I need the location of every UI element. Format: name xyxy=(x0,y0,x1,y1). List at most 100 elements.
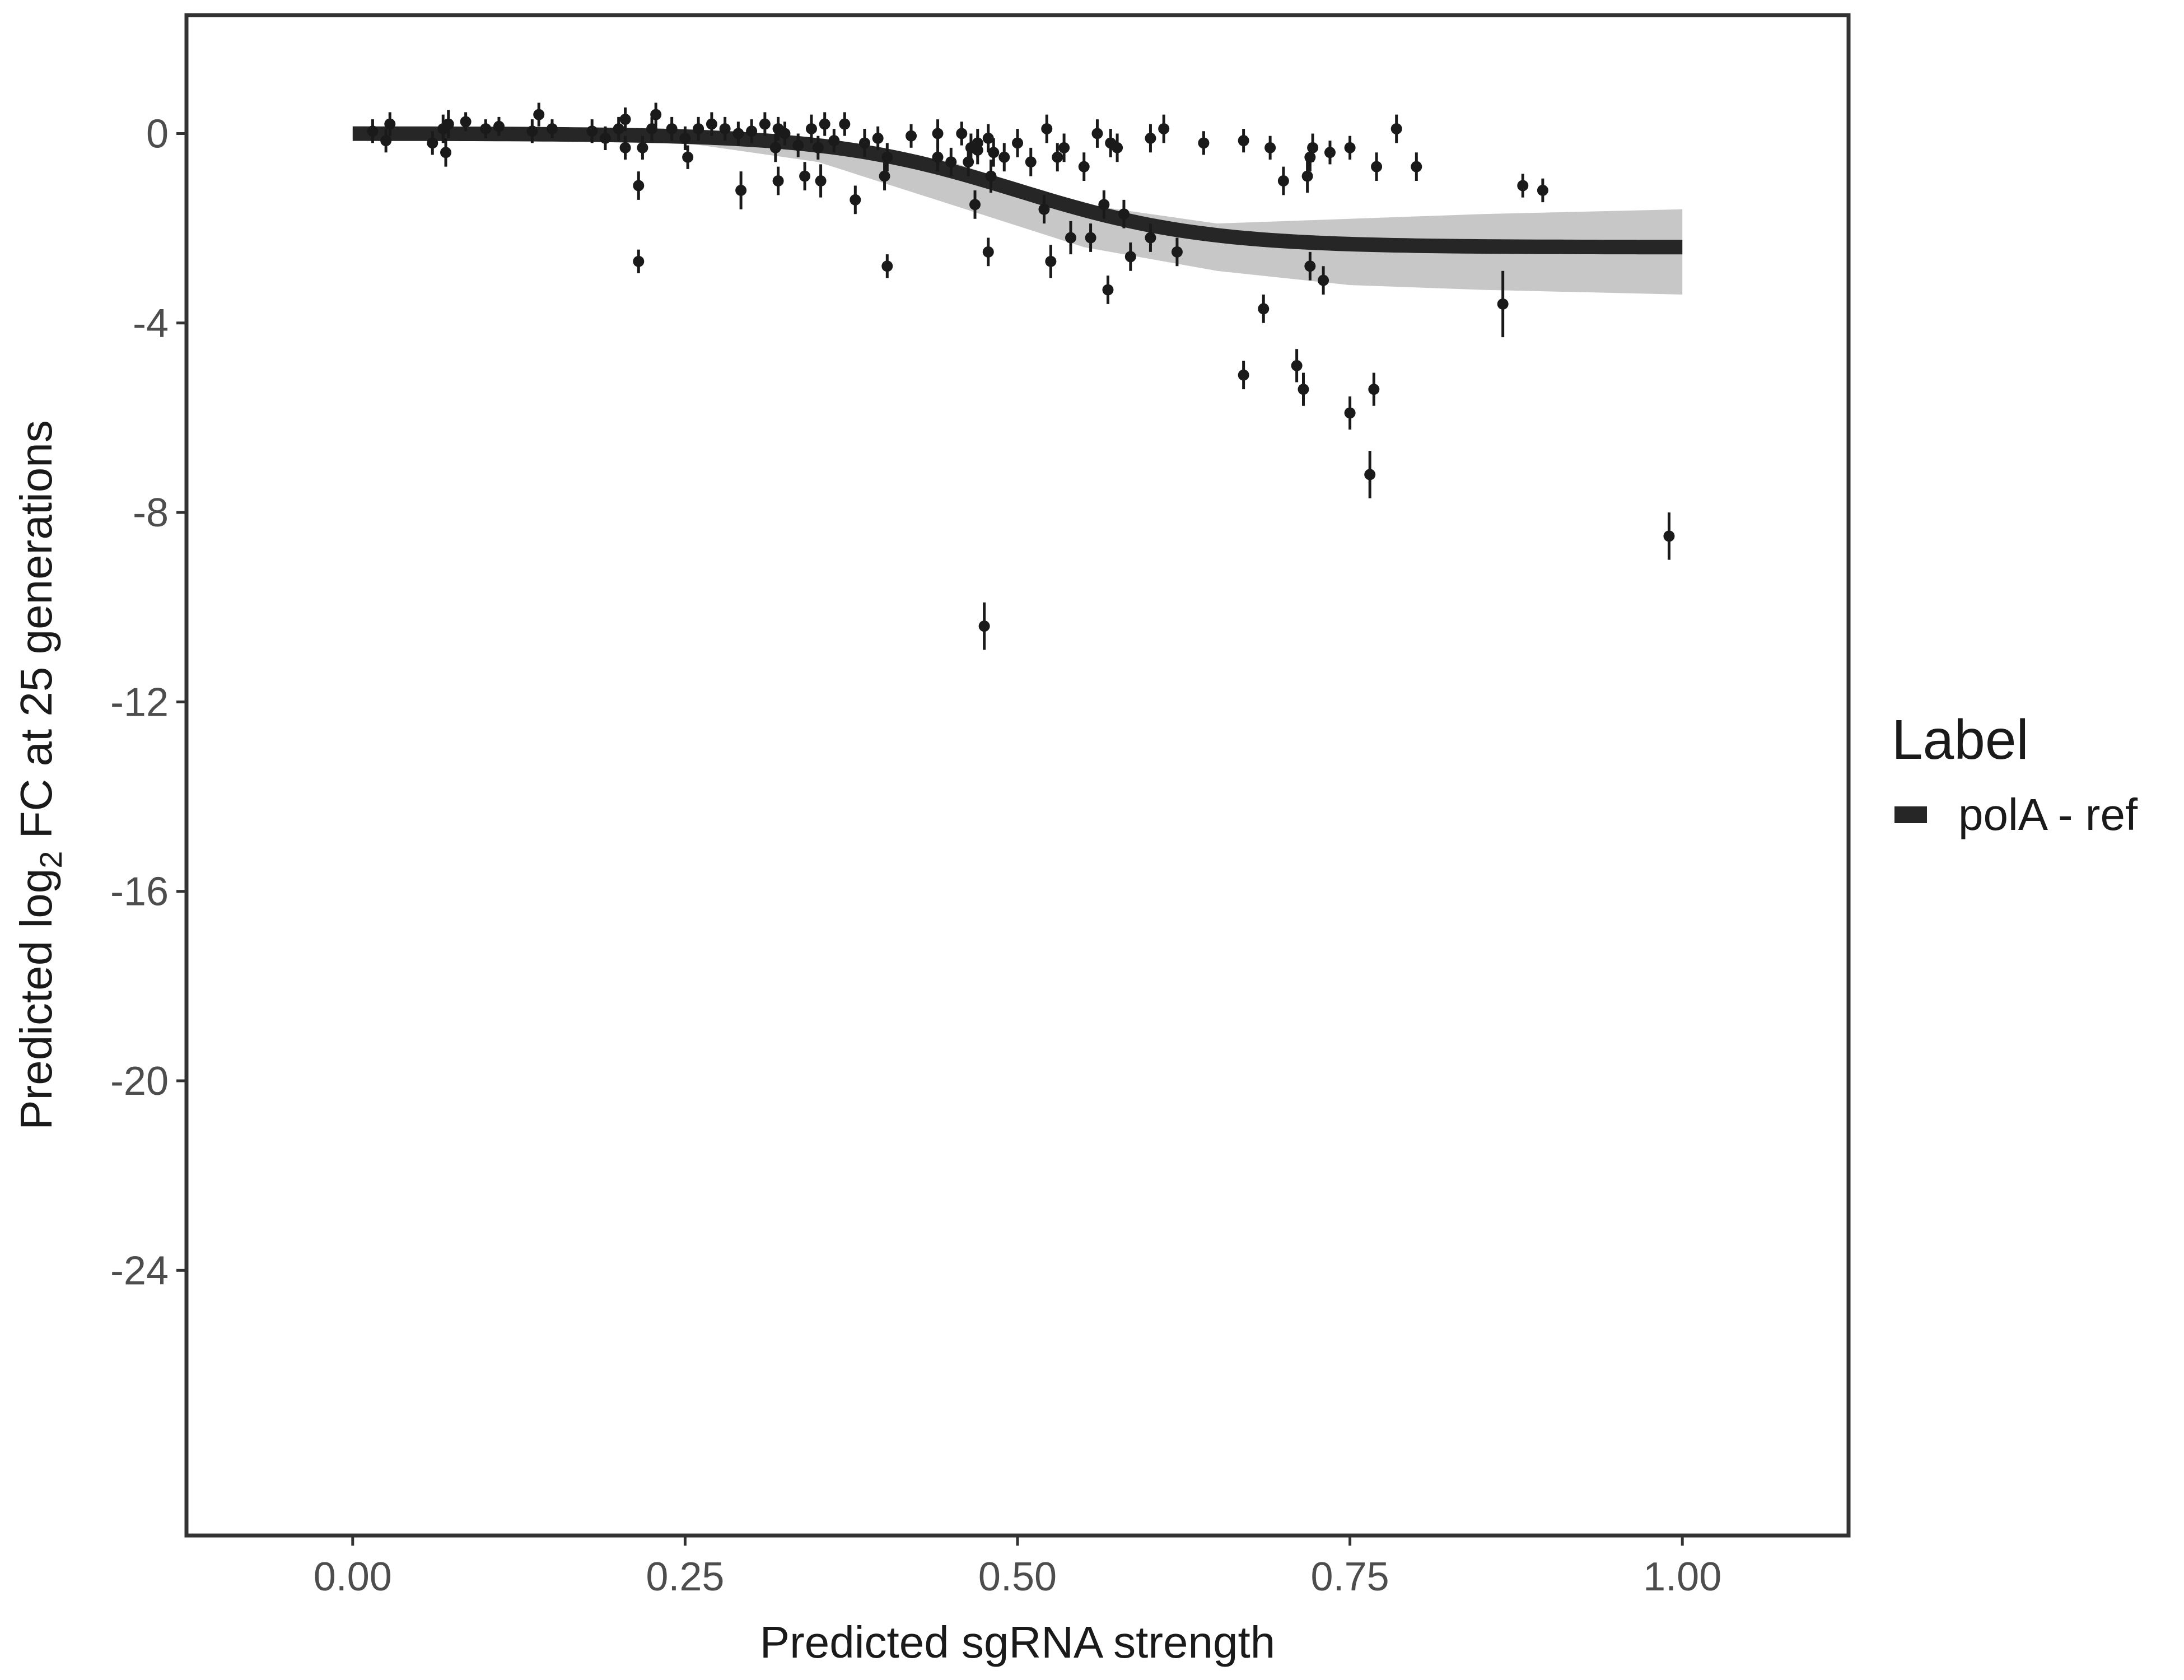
data-point xyxy=(586,119,598,143)
point-marker xyxy=(1145,132,1156,144)
point-marker xyxy=(812,142,824,153)
data-point xyxy=(1537,178,1548,203)
data-point xyxy=(1264,136,1276,160)
point-marker xyxy=(586,125,598,137)
data-point xyxy=(526,119,538,143)
data-point xyxy=(480,119,492,138)
point-marker xyxy=(679,132,691,144)
point-marker xyxy=(633,255,645,267)
y-tick-label: 0 xyxy=(146,111,169,156)
data-point xyxy=(828,128,840,153)
data-point xyxy=(1145,124,1156,153)
data-point xyxy=(1038,195,1050,224)
point-marker xyxy=(619,114,631,125)
ribbon-area xyxy=(352,129,1683,295)
data-point xyxy=(693,116,704,141)
point-marker xyxy=(1344,407,1356,419)
data-point xyxy=(769,133,781,162)
y-tick-label: -4 xyxy=(133,301,169,346)
point-marker xyxy=(693,123,704,134)
point-marker xyxy=(839,118,851,130)
data-point xyxy=(460,112,472,132)
point-marker xyxy=(367,125,379,137)
data-point xyxy=(1102,276,1114,304)
point-marker xyxy=(735,184,747,196)
data-point xyxy=(380,128,392,153)
data-point xyxy=(440,138,452,167)
point-marker xyxy=(1052,151,1063,163)
data-point xyxy=(1390,114,1402,143)
data-point xyxy=(1198,131,1210,155)
point-marker xyxy=(526,125,538,137)
point-marker xyxy=(440,147,452,158)
fit-line xyxy=(352,126,1683,255)
point-marker xyxy=(972,137,983,149)
point-marker xyxy=(1145,232,1156,244)
point-marker xyxy=(1390,123,1402,134)
point-marker xyxy=(1368,384,1380,395)
data-point xyxy=(719,116,731,141)
data-point xyxy=(1344,136,1356,160)
point-marker xyxy=(1277,175,1289,187)
data-point xyxy=(779,122,791,146)
point-marker xyxy=(799,170,811,182)
point-marker xyxy=(1158,123,1170,134)
data-point xyxy=(1371,152,1383,181)
point-marker xyxy=(1324,147,1336,158)
point-marker xyxy=(819,118,830,130)
point-marker xyxy=(1112,142,1123,153)
x-axis-title: Predicted sgRNA strength xyxy=(760,1617,1275,1667)
data-point xyxy=(858,128,870,157)
data-point xyxy=(906,124,917,148)
point-marker xyxy=(805,123,817,134)
point-marker xyxy=(460,116,472,128)
point-marker xyxy=(1517,180,1529,192)
legend: Label polA - ref xyxy=(1892,708,2138,839)
point-marker xyxy=(1118,208,1130,220)
fit-line-layer xyxy=(352,126,1683,255)
point-marker xyxy=(380,135,392,147)
y-axis: 0 -4 -8 -12 -16 -20 -24 xyxy=(110,111,186,1293)
legend-title: Label xyxy=(1892,708,2029,771)
data-point xyxy=(1411,152,1422,181)
point-marker xyxy=(1041,123,1053,134)
point-marker xyxy=(1091,128,1103,139)
data-points xyxy=(367,102,1675,650)
point-marker xyxy=(1025,156,1037,168)
point-marker xyxy=(1102,284,1114,296)
data-point xyxy=(732,122,744,146)
point-marker xyxy=(828,135,840,147)
point-marker xyxy=(732,128,744,139)
point-marker xyxy=(1371,161,1383,172)
data-point xyxy=(637,136,648,160)
data-point xyxy=(982,124,994,153)
point-marker xyxy=(650,109,662,120)
point-marker xyxy=(1065,232,1076,244)
point-marker xyxy=(772,175,784,187)
data-point xyxy=(1118,199,1130,228)
y-tick-label: -8 xyxy=(133,491,169,535)
point-marker xyxy=(881,260,893,272)
data-point xyxy=(1258,295,1270,323)
point-marker xyxy=(1058,142,1070,153)
point-marker xyxy=(779,128,791,139)
point-marker xyxy=(850,194,861,206)
data-point xyxy=(1098,190,1110,219)
data-point xyxy=(819,112,830,136)
point-marker xyxy=(1537,184,1548,196)
x-axis: 0.00 0.25 0.50 0.75 1.00 xyxy=(314,1536,1721,1599)
point-marker xyxy=(1318,274,1329,286)
point-marker xyxy=(1238,369,1249,381)
data-point xyxy=(1304,251,1316,281)
point-marker xyxy=(1344,142,1356,153)
point-marker xyxy=(1663,530,1675,542)
point-marker xyxy=(546,123,558,134)
point-marker xyxy=(682,151,694,163)
point-marker xyxy=(879,170,890,182)
data-point xyxy=(978,602,990,650)
data-point xyxy=(1145,223,1156,252)
legend-key-pola-ref xyxy=(1894,806,1927,823)
y-axis-title-subscript: 2 xyxy=(33,851,68,869)
data-point xyxy=(746,119,758,143)
point-marker xyxy=(1301,170,1313,182)
